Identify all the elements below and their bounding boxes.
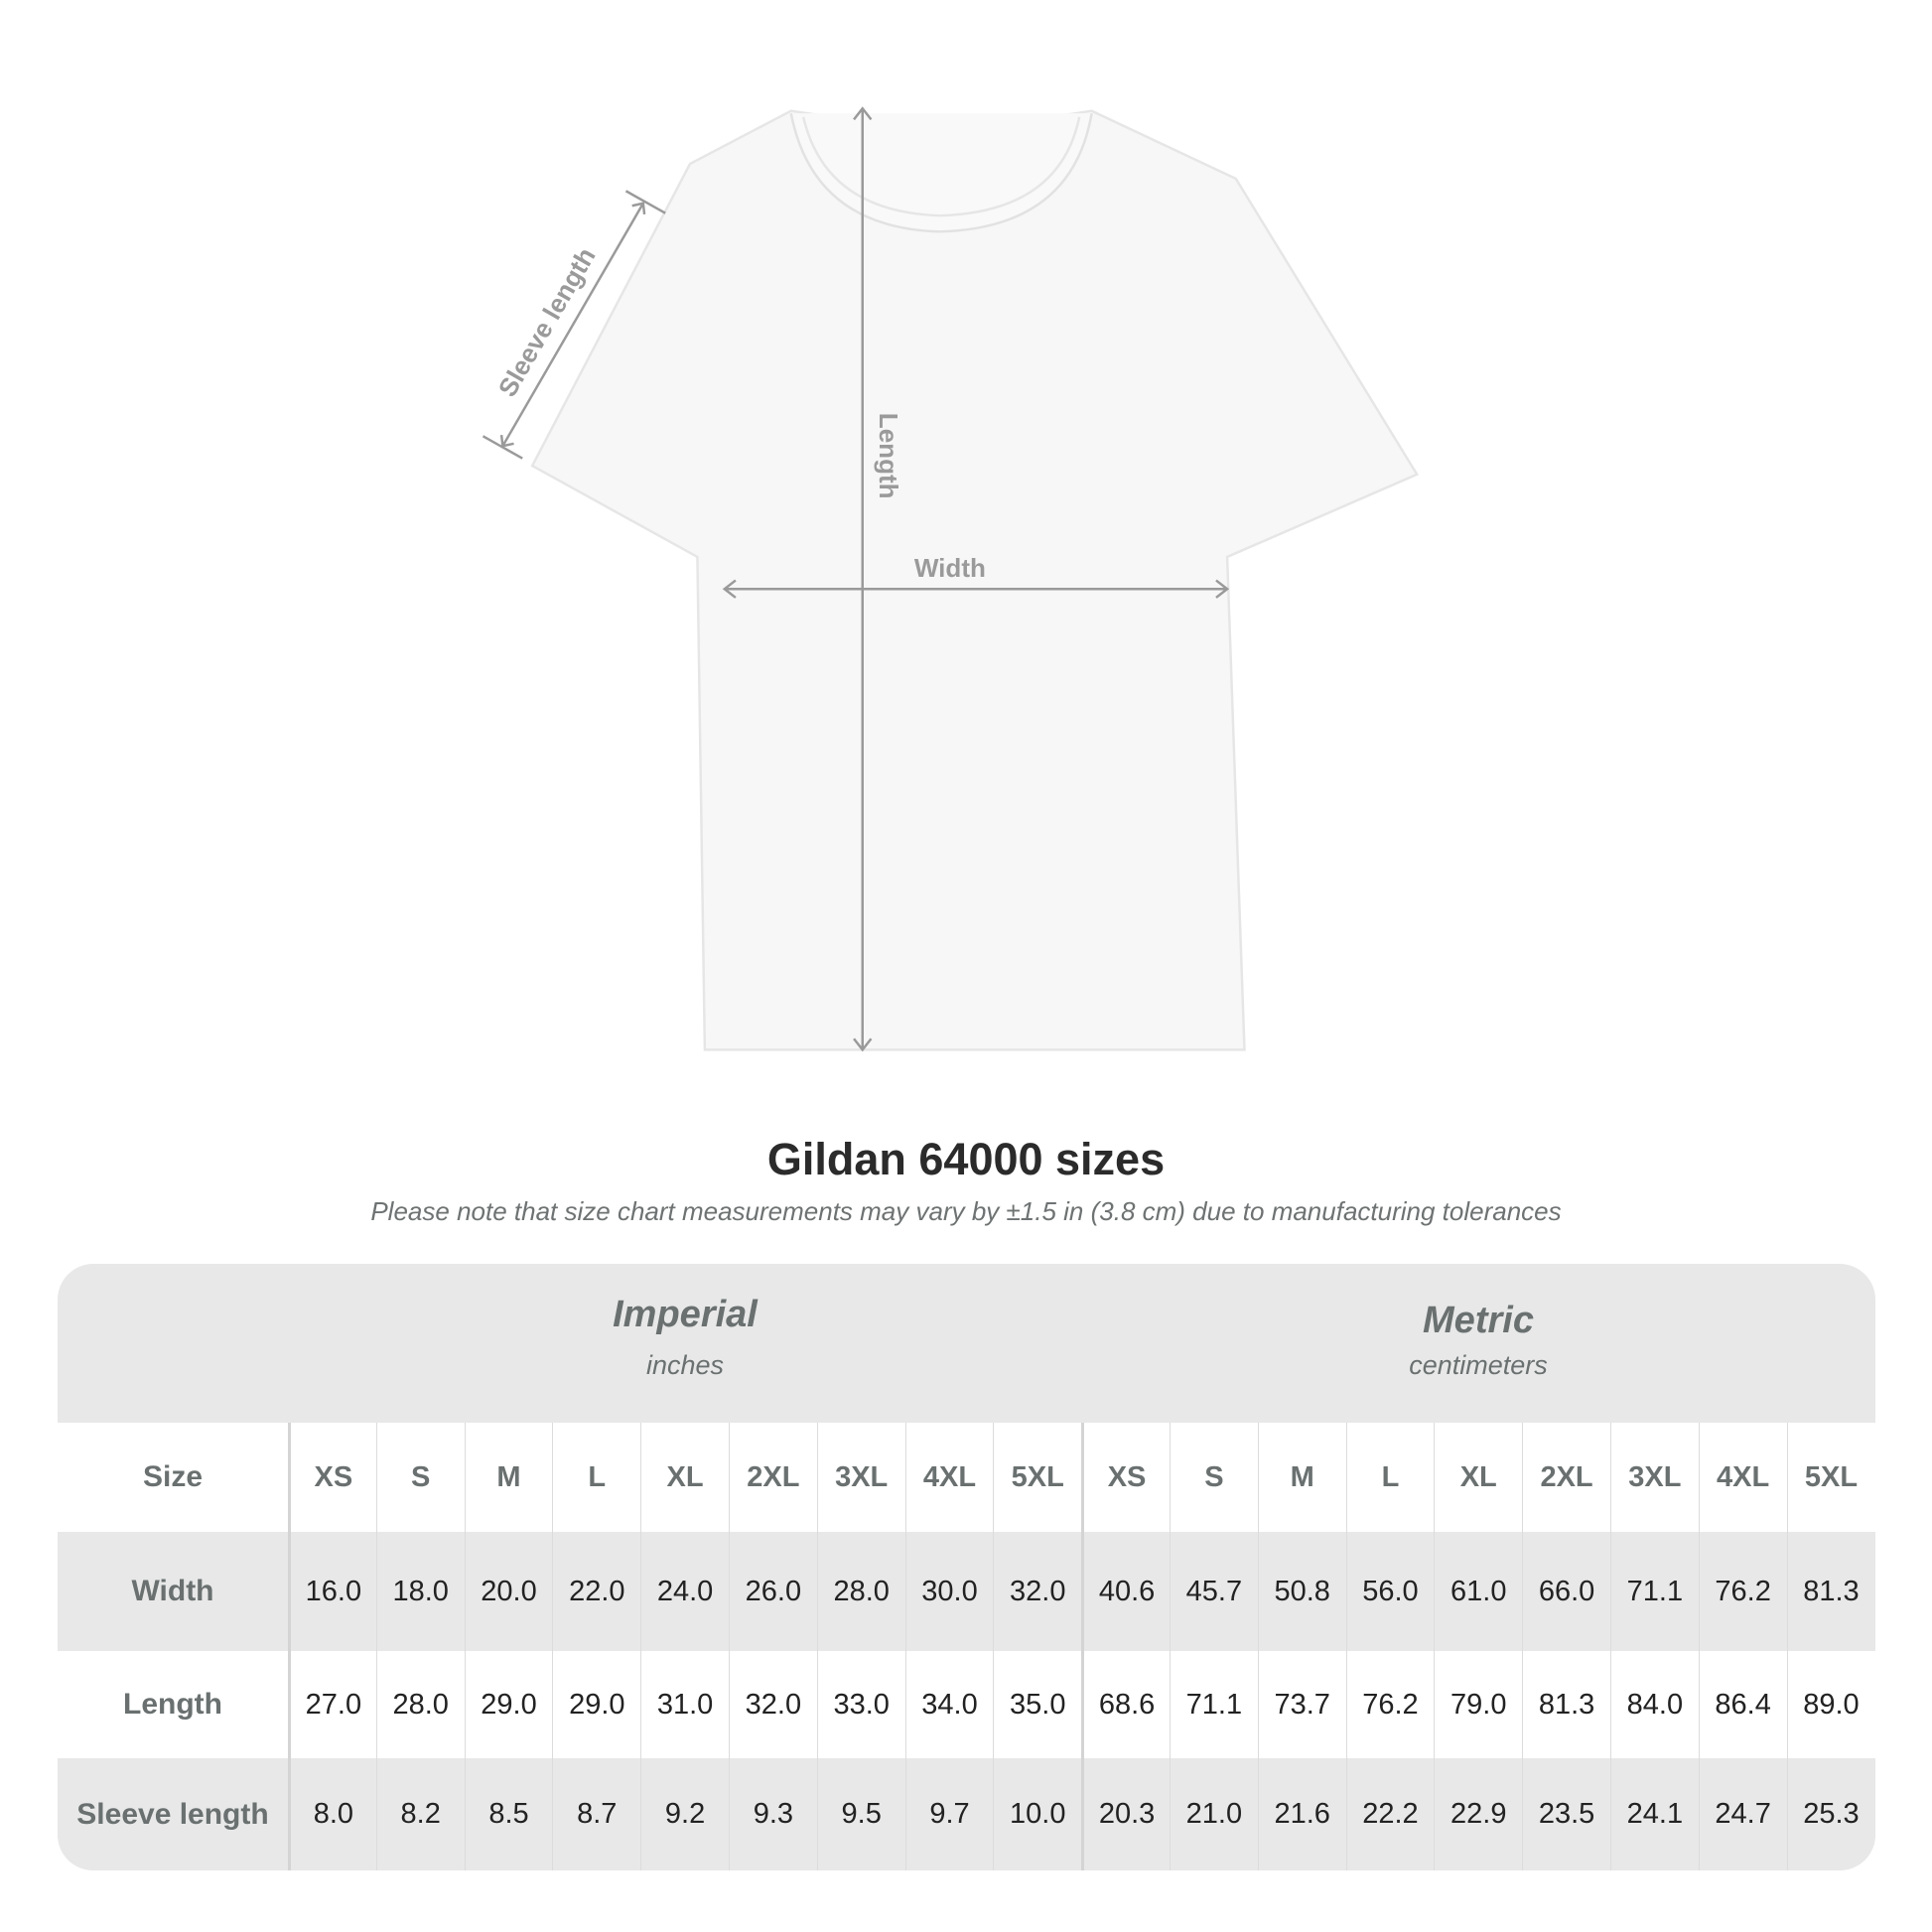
row-label: Length: [123, 1688, 222, 1721]
size-header: S: [1169, 1423, 1258, 1532]
metric-cell: 86.4: [1698, 1651, 1787, 1758]
size-header: XS: [288, 1423, 376, 1532]
metric-cell: 40.6: [1081, 1532, 1170, 1651]
size-header: 2XL: [1522, 1423, 1610, 1532]
row-label: Width: [131, 1575, 214, 1607]
size-header: 3XL: [1609, 1423, 1699, 1532]
row-label: Size: [142, 1460, 204, 1493]
imperial-cell: 9.5: [816, 1758, 905, 1870]
width-label: Width: [914, 553, 986, 583]
metric-label: Metric: [1423, 1300, 1534, 1341]
imperial-label: Imperial: [613, 1294, 758, 1335]
metric-cell: 68.6: [1081, 1651, 1170, 1758]
imperial-cell: 35.0: [993, 1651, 1081, 1758]
tshirt-diagram: Length Width Sleeve length: [482, 106, 1420, 1052]
size-header: 4XL: [1698, 1423, 1787, 1532]
metric-cell: 81.3: [1522, 1651, 1610, 1758]
imperial-cell: 34.0: [904, 1651, 994, 1758]
metric-cell: 24.7: [1698, 1758, 1787, 1870]
metric-cell: 76.2: [1698, 1532, 1787, 1651]
metric-cell: 21.0: [1169, 1758, 1258, 1870]
imperial-cell: 33.0: [816, 1651, 905, 1758]
page-title: Gildan 64000 sizes: [766, 1134, 1166, 1184]
metric-header: Metric centimeters: [1081, 1264, 1875, 1458]
metric-cell: 81.3: [1786, 1532, 1875, 1651]
metric-unit: centimeters: [1409, 1350, 1548, 1380]
metric-cell: 20.3: [1081, 1758, 1170, 1870]
metric-cell: 24.1: [1609, 1758, 1699, 1870]
imperial-cell: 29.0: [464, 1651, 553, 1758]
imperial-cell: 32.0: [728, 1651, 817, 1758]
size-header: 4XL: [904, 1423, 994, 1532]
imperial-cell: 9.2: [640, 1758, 729, 1870]
size-header: 5XL: [1786, 1423, 1875, 1532]
size-header: 5XL: [993, 1423, 1081, 1532]
metric-cell: 56.0: [1345, 1532, 1435, 1651]
imperial-cell: 8.2: [375, 1758, 465, 1870]
size-header: XS: [1081, 1423, 1170, 1532]
imperial-cell: 8.5: [464, 1758, 553, 1870]
imperial-cell: 30.0: [904, 1532, 994, 1651]
metric-cell: 22.2: [1345, 1758, 1435, 1870]
metric-cell: 76.2: [1345, 1651, 1435, 1758]
imperial-cell: 9.7: [904, 1758, 994, 1870]
metric-cell: 23.5: [1522, 1758, 1610, 1870]
size-header: M: [1257, 1423, 1346, 1532]
table-row: Width 16.0 18.0 20.0 22.0 24.0 26.0 28.0 30.0 32.…: [58, 1532, 1875, 1651]
metric-cell: 84.0: [1609, 1651, 1699, 1758]
size-header: 3XL: [816, 1423, 905, 1532]
imperial-cell: 18.0: [375, 1532, 465, 1651]
tolerance-note: Please note that size chart measurements…: [370, 1196, 1562, 1226]
imperial-header: Imperial inches: [288, 1264, 1082, 1452]
imperial-cell: 10.0: [993, 1758, 1081, 1870]
metric-cell: 89.0: [1786, 1651, 1875, 1758]
imperial-cell: 26.0: [728, 1532, 817, 1651]
size-table: Imperial inches Metric centimeters Size X…: [58, 1264, 1875, 1870]
imperial-cell: 32.0: [993, 1532, 1081, 1651]
imperial-cell: 27.0: [288, 1651, 376, 1758]
length-label: Length: [874, 413, 903, 499]
size-row: Size XS S M L XL 2XL 3XL 4XL 5XL XS S M L XL 2XL 3XL 4XL 5…: [58, 1423, 1875, 1532]
imperial-cell: 28.0: [816, 1532, 905, 1651]
size-header: XL: [640, 1423, 729, 1532]
imperial-cell: 8.0: [288, 1758, 376, 1870]
imperial-cell: 22.0: [552, 1532, 640, 1651]
metric-cell: 66.0: [1522, 1532, 1610, 1651]
metric-cell: 71.1: [1609, 1532, 1699, 1651]
sleeve-arrow: [501, 203, 644, 447]
imperial-cell: 20.0: [464, 1532, 553, 1651]
size-header: XL: [1434, 1423, 1522, 1532]
metric-cell: 61.0: [1434, 1532, 1522, 1651]
imperial-unit: inches: [645, 1350, 725, 1380]
table-row: Length 27.0 28.0 29.0 29.0 31.0 32.0 33.0 34.0 35…: [58, 1651, 1875, 1758]
size-header: M: [464, 1423, 553, 1532]
metric-cell: 22.9: [1434, 1758, 1522, 1870]
tshirt-collar: [789, 112, 1093, 233]
metric-cell: 45.7: [1169, 1532, 1258, 1651]
size-header: L: [552, 1423, 640, 1532]
imperial-cell: 8.7: [552, 1758, 640, 1870]
size-header: 2XL: [728, 1423, 817, 1532]
size-header: S: [375, 1423, 465, 1532]
metric-cell: 73.7: [1257, 1651, 1346, 1758]
imperial-cell: 28.0: [375, 1651, 465, 1758]
imperial-cell: 16.0: [288, 1532, 376, 1651]
metric-cell: 25.3: [1786, 1758, 1875, 1870]
metric-cell: 79.0: [1434, 1651, 1522, 1758]
metric-cell: 71.1: [1169, 1651, 1258, 1758]
imperial-cell: 9.3: [728, 1758, 817, 1870]
row-label: Sleeve length: [76, 1797, 269, 1831]
metric-cell: 50.8: [1257, 1532, 1346, 1651]
size-header: L: [1345, 1423, 1435, 1532]
imperial-cell: 24.0: [640, 1532, 729, 1651]
metric-cell: 21.6: [1257, 1758, 1346, 1870]
imperial-cell: 29.0: [552, 1651, 640, 1758]
imperial-cell: 31.0: [640, 1651, 729, 1758]
table-row: Sleeve length 8.0 8.2 8.5 8.7 9.2 9.3 9.5 9.7 10.…: [58, 1758, 1875, 1870]
